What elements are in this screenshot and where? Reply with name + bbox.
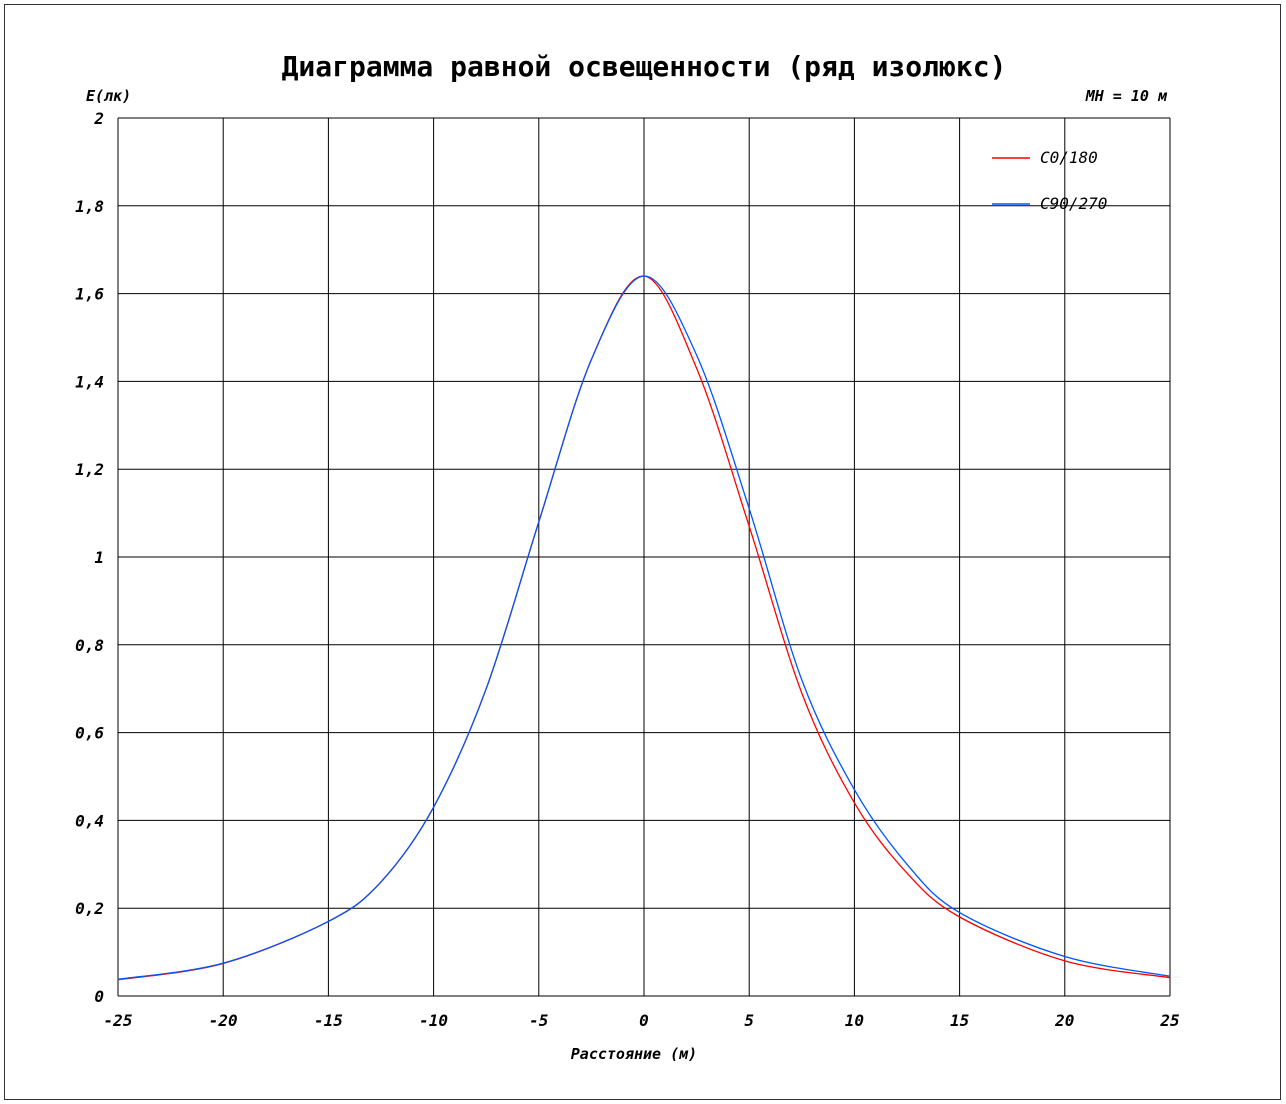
- mounting-height-annotation: MH = 10 м: [1085, 87, 1168, 105]
- grid: [117, 117, 1171, 997]
- x-tick-label: 25: [1159, 1011, 1179, 1030]
- y-tick-label: 0: [94, 987, 104, 1006]
- series-line-2: [117, 275, 1171, 980]
- y-tick-label: 0,4: [75, 811, 104, 830]
- y-tick-label: 1,6: [75, 285, 104, 304]
- x-tick-label: 10: [845, 1011, 864, 1030]
- x-tick-label: 20: [1054, 1011, 1074, 1030]
- x-tick-label: 5: [744, 1011, 754, 1030]
- x-tick-label: -20: [209, 1011, 238, 1030]
- y-tick-label: 1,4: [75, 372, 104, 391]
- x-tick-label: 15: [950, 1011, 969, 1030]
- legend-label: C0/180: [1040, 148, 1098, 167]
- tick-labels: -25 -20 -15 -10 -5 0 5 10 15 20 25 0 0,2 0,4 0,6 0,8 1 1,…: [75, 109, 1180, 1030]
- x-tick-label: -25: [104, 1011, 133, 1030]
- series-layer: [117, 275, 1171, 981]
- y-tick-label: 1,2: [75, 460, 104, 479]
- chart-frame: [4, 4, 1281, 1100]
- y-tick-label: 0,8: [75, 636, 104, 655]
- x-axis-label: Расстояние (м): [571, 1045, 697, 1063]
- y-tick-label: 1,8: [75, 197, 104, 216]
- legend: C0/180 C90/270: [992, 148, 1107, 213]
- x-tick-label: 0: [639, 1011, 649, 1030]
- x-tick-label: -15: [314, 1011, 343, 1030]
- y-tick-label: 0,2: [75, 899, 104, 918]
- legend-label: C90/270: [1040, 194, 1107, 213]
- y-tick-label: 0,6: [75, 724, 104, 743]
- y-axis-label: E(лк): [86, 87, 131, 105]
- x-tick-label: -10: [419, 1011, 448, 1030]
- x-tick-label: -5: [529, 1011, 548, 1030]
- chart-title: Диаграмма равной освещенности (ряд изолю…: [282, 50, 1007, 83]
- y-tick-label: 1: [94, 548, 104, 567]
- y-tick-label: 2: [93, 109, 104, 128]
